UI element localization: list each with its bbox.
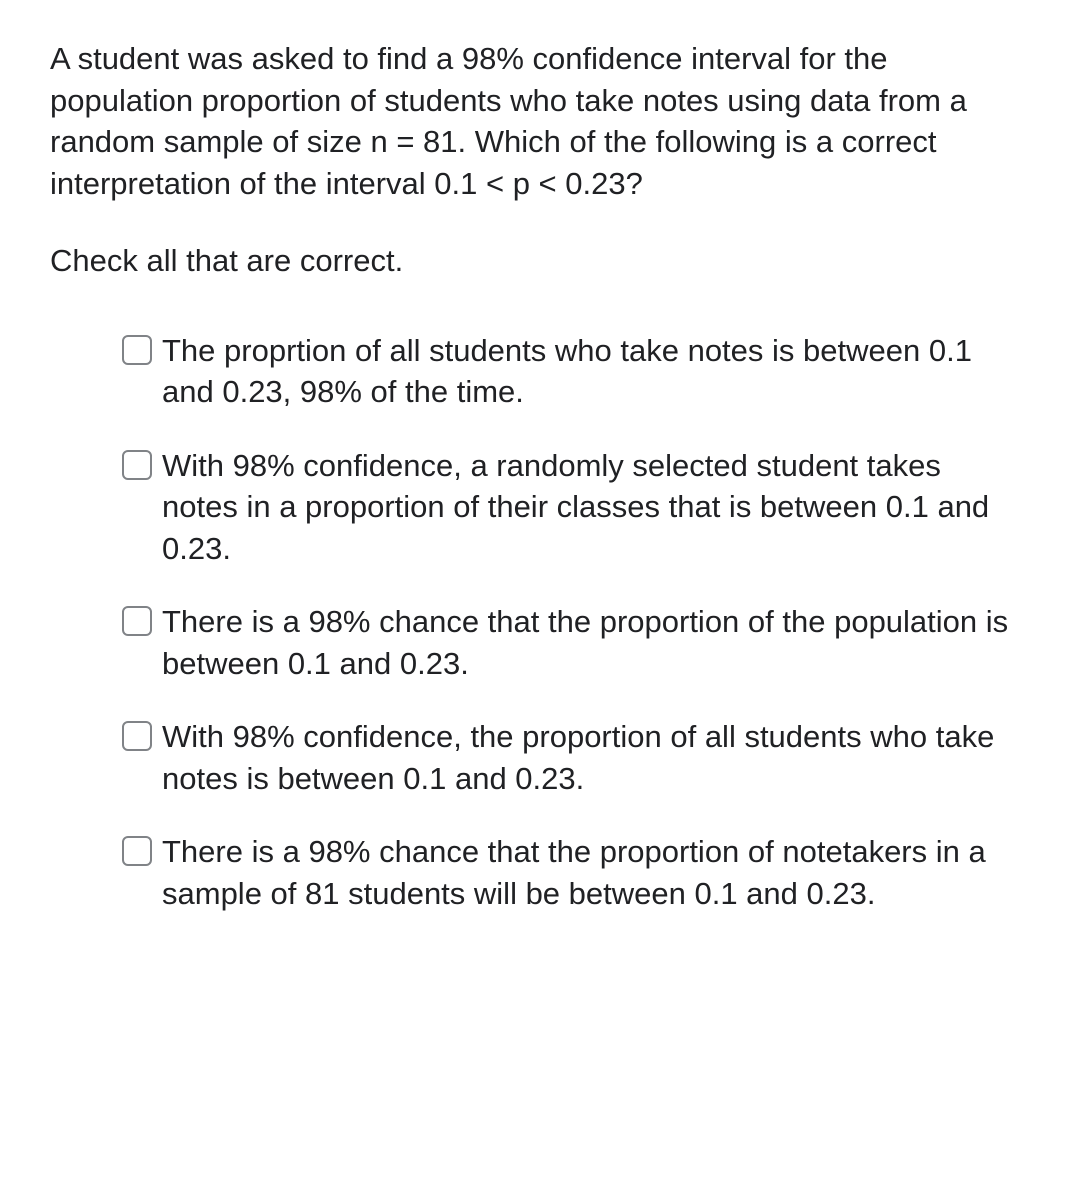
option-checkbox-1[interactable] [122,335,152,365]
option-item: The proprtion of all students who take n… [122,330,1018,413]
option-checkbox-3[interactable] [122,606,152,636]
option-label: There is a 98% chance that the proportio… [162,601,1018,684]
option-item: With 98% confidence, the proportion of a… [122,716,1018,799]
option-checkbox-2[interactable] [122,450,152,480]
option-label: There is a 98% chance that the proportio… [162,831,1018,914]
instruction-text: Check all that are correct. [50,240,1018,282]
question-text: A student was asked to find a 98% confid… [50,38,1018,204]
option-item: There is a 98% chance that the proportio… [122,831,1018,914]
option-item: With 98% confidence, a randomly selected… [122,445,1018,570]
question-container: A student was asked to find a 98% confid… [0,0,1068,987]
option-label: With 98% confidence, the proportion of a… [162,716,1018,799]
option-item: There is a 98% chance that the proportio… [122,601,1018,684]
option-label: The proprtion of all students who take n… [162,330,1018,413]
options-list: The proprtion of all students who take n… [50,330,1018,915]
option-checkbox-5[interactable] [122,836,152,866]
option-label: With 98% confidence, a randomly selected… [162,445,1018,570]
option-checkbox-4[interactable] [122,721,152,751]
